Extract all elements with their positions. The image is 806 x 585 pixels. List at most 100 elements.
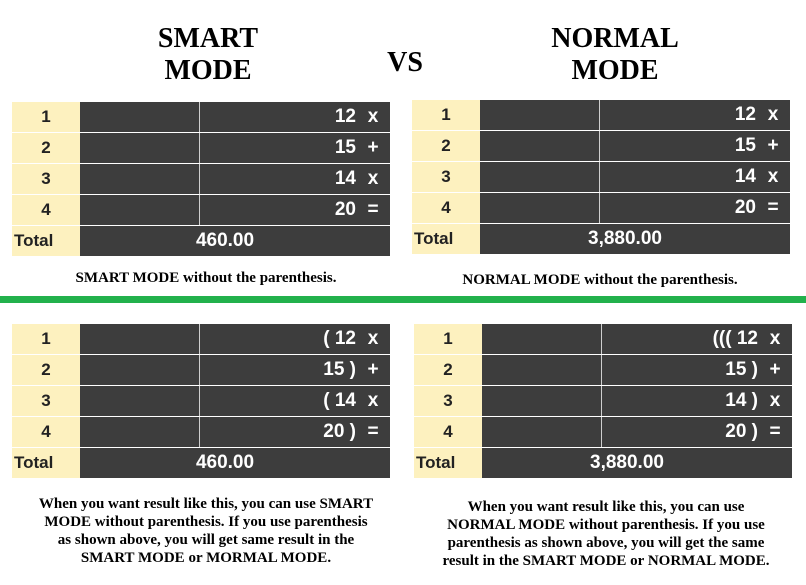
normal-mode-table-bottom: 1 ((( 12 x 2 15 ) + 3 14 ) x 4 20 ) = Total … [414,324,792,478]
smart-mode-table-top: 1 12 x 2 15 + 3 14 x 4 20 = Total 460.00 [12,102,390,256]
value-cell: 14 x [200,164,390,194]
explanation-line: When you want result like this, you can … [38,496,374,512]
value-cell: 14 ) x [602,386,792,416]
normal-mode-caption: NORMAL MODE without the parenthesis. [462,272,738,288]
normal-heading-line1: NORMAL [551,23,679,54]
entry-value: 20 [334,199,356,220]
table-row: 1 12 x [412,100,790,131]
total-value: 3,880.00 [588,228,662,249]
table-row: 4 20 ) = [12,417,390,448]
total-value-cell: 460.00 [80,226,390,256]
section-divider [0,296,806,303]
value-cell: 20 = [200,195,390,225]
row-number: 1 [12,102,80,132]
total-row: Total 3,880.00 [412,224,790,254]
value-cell: 12 x [200,102,390,132]
table-row: 2 15 + [12,133,390,164]
operator: = [769,421,781,442]
normal-mode-heading: NORMAL MODE [505,23,725,87]
row-number: 3 [12,164,80,194]
operator: x [767,166,779,187]
total-value: 3,880.00 [590,452,664,473]
smart-mode-heading: SMART MODE [108,23,308,87]
operator: x [367,328,379,349]
value-cell: 15 + [200,133,390,163]
entry-value: ((( 12 [712,328,758,349]
total-row: Total 460.00 [12,226,390,256]
memo-cell [80,324,200,354]
table-row: 4 20 ) = [414,417,792,448]
operator: = [367,421,379,442]
memo-cell [480,131,600,161]
operator: = [767,197,779,218]
total-label: Total [412,224,480,254]
memo-cell [80,417,200,447]
memo-cell [482,355,602,385]
smart-heading-line1: SMART [157,23,259,54]
value-cell: 20 ) = [602,417,792,447]
table-row: 2 15 ) + [414,355,792,386]
entry-value: 12 [734,104,756,125]
row-number: 4 [12,195,80,225]
value-cell: 12 x [600,100,790,130]
total-value-cell: 460.00 [80,448,390,478]
memo-cell [482,386,602,416]
memo-cell [80,133,200,163]
memo-cell [482,324,602,354]
entry-value: ( 14 [323,390,356,411]
explanation-line: SMART MODE or MORMAL MODE. [80,550,332,566]
total-label: Total [12,226,80,256]
operator: + [367,137,379,158]
table-row: 1 12 x [12,102,390,133]
memo-cell [480,100,600,130]
table-row: 2 15 ) + [12,355,390,386]
table-row: 3 ( 14 x [12,386,390,417]
table-row: 4 20 = [412,193,790,224]
operator: + [367,359,379,380]
table-row: 1 ( 12 x [12,324,390,355]
value-cell: ( 12 x [200,324,390,354]
row-number: 4 [412,193,480,223]
row-number: 1 [414,324,482,354]
explanation-line: When you want result like this, you can … [467,499,745,515]
entry-value: 15 [734,135,756,156]
entry-value: 15 ) [323,359,356,380]
smart-mode-explanation: When you want result like this, you can … [8,495,404,567]
memo-cell [80,355,200,385]
value-cell: 20 = [600,193,790,223]
row-number: 2 [12,355,80,385]
memo-cell [480,193,600,223]
value-cell: 15 ) + [200,355,390,385]
total-label: Total [12,448,80,478]
explanation-line: result in the SMART MODE or NORMAL MODE. [442,553,770,569]
operator: x [367,168,379,189]
entry-value: 12 [334,106,356,127]
vs-heading: VS [387,47,423,78]
smart-heading-line2: MODE [164,55,252,86]
table-row: 3 14 ) x [414,386,792,417]
total-row: Total 3,880.00 [414,448,792,478]
operator: + [769,359,781,380]
entry-value: 20 [734,197,756,218]
row-number: 3 [12,386,80,416]
row-number: 1 [12,324,80,354]
value-cell: 15 ) + [602,355,792,385]
explanation-line: as shown above, you will get same result… [57,532,355,548]
entry-value: 20 ) [323,421,356,442]
total-value-cell: 3,880.00 [480,224,790,254]
table-row: 3 14 x [412,162,790,193]
total-value: 460.00 [195,452,255,473]
row-number: 2 [12,133,80,163]
table-row: 1 ((( 12 x [414,324,792,355]
memo-cell [482,417,602,447]
row-number: 4 [414,417,482,447]
memo-cell [80,164,200,194]
row-number: 4 [12,417,80,447]
entry-value: 14 ) [725,390,758,411]
table-row: 3 14 x [12,164,390,195]
memo-cell [80,195,200,225]
entry-value: 14 [334,168,356,189]
normal-heading-line2: MODE [571,55,659,86]
row-number: 2 [412,131,480,161]
memo-cell [480,162,600,192]
